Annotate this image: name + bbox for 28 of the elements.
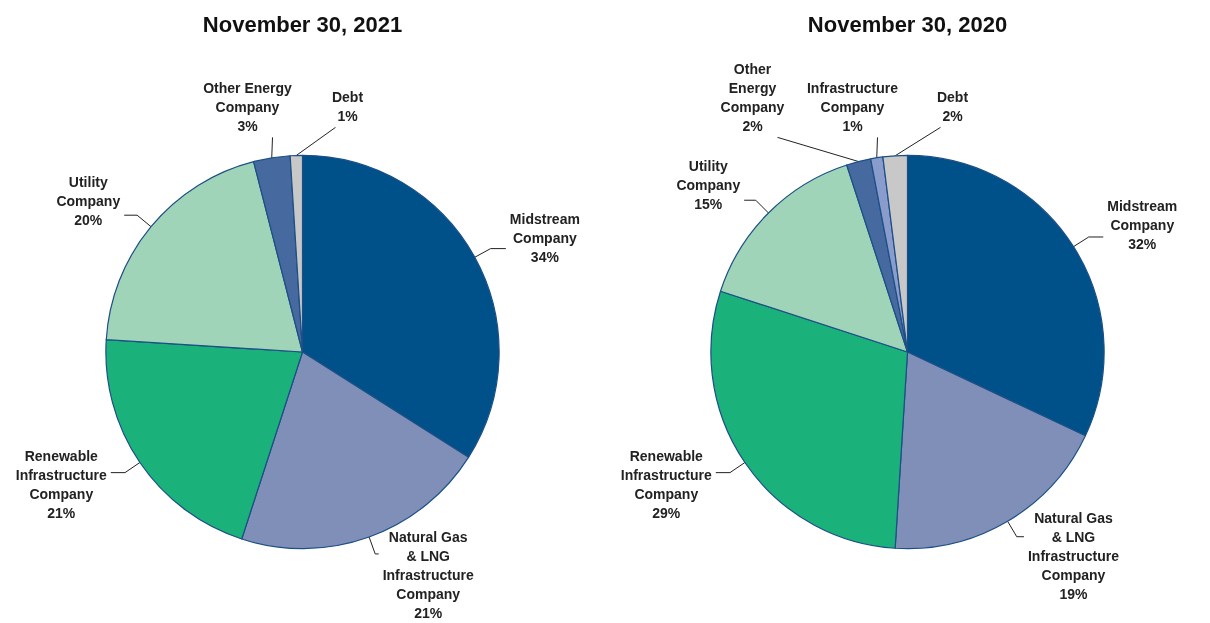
data-label: 1% [337, 107, 359, 124]
slice-label: Utility Company [676, 157, 741, 193]
slice-label: Debt [936, 88, 969, 105]
slice-label: Natural Gas & LNG Infrastructure Company [382, 528, 474, 602]
data-label: 3% [237, 117, 259, 134]
slice-label: Renewable Infrastructure Company [620, 448, 712, 503]
slice-label: Other Energy Company [203, 79, 293, 115]
data-label: 15% [694, 195, 723, 212]
slice-label: Debt [331, 88, 364, 105]
slice-label: Natural Gas & LNG Infrastructure Company [1027, 509, 1120, 583]
data-label: 2% [742, 117, 764, 134]
data-label: 1% [842, 117, 864, 134]
data-label: 34% [530, 249, 560, 265]
data-label: 32% [1128, 236, 1157, 253]
data-label: 2% [942, 107, 964, 124]
data-label: 20% [74, 212, 103, 229]
data-label: 21% [414, 604, 443, 621]
slice-label: Renewable Infrastructure Company [15, 448, 107, 503]
slice-label: Infrastructure Company [806, 79, 899, 115]
data-label: 19% [1059, 585, 1089, 602]
slice-label: Midstream Company [1107, 198, 1178, 234]
slice-label: Other Energy Company [720, 60, 785, 115]
slice-label: Utility Company [56, 174, 121, 210]
data-label: 21% [47, 505, 76, 522]
slice-label: Midstream Company [509, 211, 580, 246]
data-label: 29% [652, 505, 681, 522]
chart-title: November 30, 2021 [202, 11, 403, 37]
chart-title: November 30, 2020 [807, 11, 1008, 37]
